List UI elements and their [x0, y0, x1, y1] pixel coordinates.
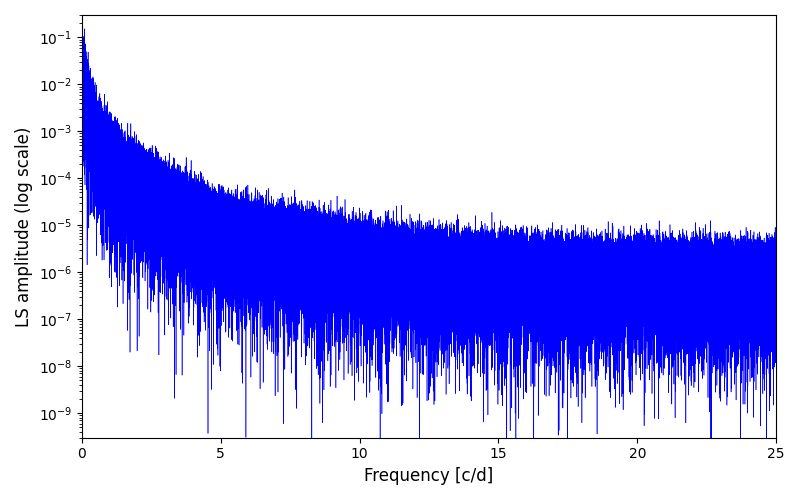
X-axis label: Frequency [c/d]: Frequency [c/d]: [364, 467, 494, 485]
Y-axis label: LS amplitude (log scale): LS amplitude (log scale): [15, 126, 33, 326]
